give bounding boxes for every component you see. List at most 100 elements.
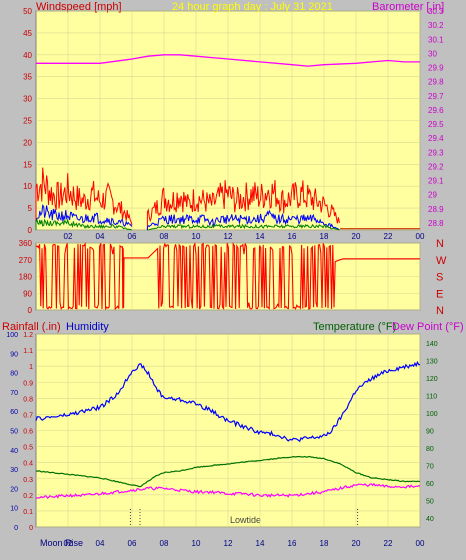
barometer-tick-label: 29.3 — [428, 148, 444, 157]
temperature-tick-label: 50 — [426, 499, 434, 506]
compass-label: E — [436, 288, 443, 300]
compass-label: S — [436, 272, 443, 284]
bottom-x-tick-label: 06 — [128, 539, 137, 548]
wind-tick-label: 35 — [23, 73, 32, 82]
windspeed-label: Windspeed [mph] — [36, 1, 122, 13]
direction-tick-label: 360 — [19, 239, 33, 248]
bottom-x-tick-label: 04 — [96, 539, 105, 548]
wind-tick-label: 10 — [23, 182, 32, 191]
dewpoint-label: Dew Point (°F) — [392, 321, 464, 333]
temperature-tick-label: 140 — [426, 341, 438, 348]
data-layer — [35, 54, 421, 527]
rain-tick-label: 0.3 — [23, 477, 33, 484]
wind-x-tick-label: 20 — [352, 232, 361, 241]
moon-rise-label: Moon Rise — [40, 538, 83, 548]
bottom-x-tick-label: 14 — [256, 539, 265, 548]
rainfall-label: Rainfall (.in) — [2, 321, 61, 333]
direction-tick-label: 90 — [23, 289, 32, 298]
rain-tick-label: 0.4 — [23, 461, 33, 468]
wind-tick-label: 50 — [23, 7, 32, 16]
rain-tick-label: 0.2 — [23, 493, 33, 500]
humidity-tick-label: 20 — [10, 486, 18, 493]
dewpoint-series — [35, 482, 421, 499]
tick-layer: 0510152025303540455028.828.92929.129.229… — [6, 7, 447, 548]
wind-average-series — [35, 204, 340, 231]
direction-tick-label: 0 — [28, 306, 33, 315]
wind-tick-label: 40 — [23, 51, 32, 60]
compass-label: N — [436, 238, 444, 250]
wind-x-tick-label: 04 — [96, 232, 105, 241]
rain-tick-label: 0.1 — [23, 509, 33, 516]
bottom-x-tick-label: 22 — [384, 539, 393, 548]
barometer-tick-label: 29.2 — [428, 162, 444, 171]
wind-x-tick-label: 06 — [128, 232, 137, 241]
humidity-tick-label: 30 — [10, 467, 18, 474]
humidity-tick-label: 50 — [10, 429, 18, 436]
humidity-tick-label: 80 — [10, 371, 18, 378]
rain-tick-label: 0.9 — [23, 380, 33, 387]
temperature-tick-label: 90 — [426, 429, 434, 436]
wind-x-tick-label: 22 — [384, 232, 393, 241]
rain-tick-label: 0 — [29, 525, 33, 532]
rain-tick-label: 1.1 — [23, 348, 33, 355]
rain-tick-label: 1.2 — [23, 332, 33, 339]
bottom-x-tick-label: 02 — [64, 539, 73, 548]
bottom-x-tick-label: 12 — [224, 539, 233, 548]
temperature-series — [35, 455, 421, 488]
wind-x-tick-label: 00 — [416, 232, 425, 241]
temperature-tick-label: 60 — [426, 481, 434, 488]
bottom-x-tick-label: 00 — [416, 539, 425, 548]
temperature-tick-label: 40 — [426, 516, 434, 523]
rain-tick-label: 0.7 — [23, 412, 33, 419]
rain-tick-label: 0.5 — [23, 445, 33, 452]
bottom-x-tick-label: 16 — [288, 539, 297, 548]
rain-tick-label: 0.8 — [23, 396, 33, 403]
barometer-series — [36, 54, 420, 67]
barometer-tick-label: 30 — [428, 49, 437, 58]
wind-tick-label: 5 — [28, 204, 33, 213]
humidity-tick-label: 60 — [10, 409, 18, 416]
wind-tick-label: 30 — [23, 95, 32, 104]
direction-tick-label: 180 — [19, 273, 33, 282]
wind-tick-label: 0 — [28, 226, 33, 235]
bottom-x-tick-label: 08 — [160, 539, 169, 548]
wind-x-tick-label: 18 — [320, 232, 329, 241]
wind-x-tick-label: 02 — [64, 232, 73, 241]
direction-tick-label: 270 — [19, 256, 33, 265]
wind-x-tick-label: 12 — [224, 232, 233, 241]
wind-tick-label: 20 — [23, 138, 32, 147]
temperature-tick-label: 100 — [426, 411, 438, 418]
temperature-tick-label: 70 — [426, 464, 434, 471]
wind-x-tick-label: 14 — [256, 232, 265, 241]
bottom-x-tick-label: 20 — [352, 539, 361, 548]
humidity-series — [35, 360, 420, 443]
rain-tick-label: 1 — [29, 364, 33, 371]
barometer-tick-label: 29.7 — [428, 92, 444, 101]
barometer-tick-label: 29.8 — [428, 78, 444, 87]
barometer-tick-label: 30.1 — [428, 35, 444, 44]
barometer-tick-label: 29.4 — [428, 134, 444, 143]
chart-title: 24 hour graph day : July 31 2021 — [172, 1, 333, 13]
gust-series — [35, 167, 340, 230]
wind-x-tick-label: 10 — [192, 232, 201, 241]
barometer-tick-label: 29.6 — [428, 106, 444, 115]
humidity-tick-label: 40 — [10, 448, 18, 455]
wind-tick-label: 15 — [23, 160, 32, 169]
barometer-tick-label: 28.9 — [428, 205, 444, 214]
direction-series — [35, 241, 420, 311]
barometer-tick-label: 30.3 — [428, 7, 444, 16]
humidity-label: Humidity — [66, 321, 109, 333]
temperature-label: Temperature (°F) — [313, 321, 396, 333]
wind-tick-label: 25 — [23, 117, 32, 126]
rain-tick-label: 0.6 — [23, 429, 33, 436]
barometer-tick-label: 29.9 — [428, 64, 444, 73]
barometer-label: Barometer [.in] — [372, 1, 444, 13]
wind-x-tick-label: 08 — [160, 232, 169, 241]
temperature-tick-label: 130 — [426, 358, 438, 365]
compass-label: W — [436, 255, 447, 267]
barometer-tick-label: 29 — [428, 191, 437, 200]
humidity-tick-label: 0 — [14, 525, 18, 532]
barometer-tick-label: 28.8 — [428, 219, 444, 228]
